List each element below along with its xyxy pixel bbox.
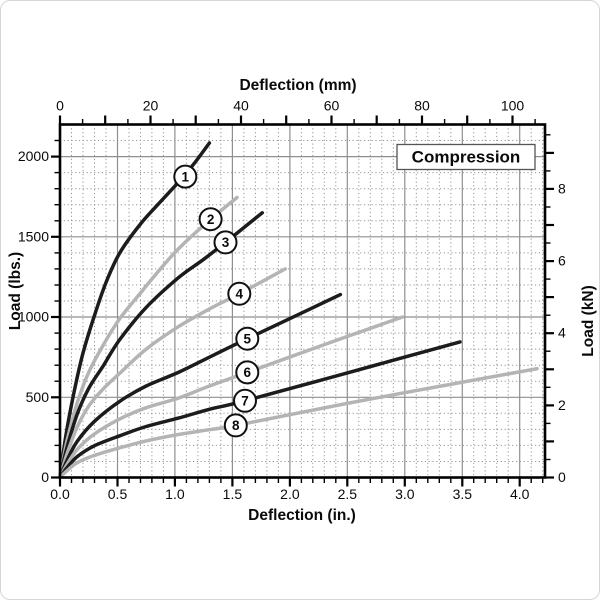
series-marker-number-1: 1 <box>182 169 190 184</box>
series-marker-circle-4 <box>227 281 252 306</box>
top-axis-title: Deflection (mm) <box>239 77 356 94</box>
top-axis-tick-label: 20 <box>143 98 159 114</box>
compression-badge-label: Compression <box>412 148 521 167</box>
series-marker-circle-6 <box>235 360 260 385</box>
top-axis-tick-label: 60 <box>324 98 340 114</box>
bottom-axis-title: Deflection (in.) <box>248 507 356 524</box>
series-marker-circle-3 <box>213 230 238 255</box>
right-axis-tick-label: 8 <box>558 180 566 196</box>
series-marker-circle-2 <box>198 207 223 232</box>
bottom-axis-tick-label: 3.0 <box>395 486 415 502</box>
left-axis-tick-label: 2000 <box>18 148 49 164</box>
right-axis-title: Load (kN) <box>580 285 597 356</box>
series-marker-circle-5 <box>235 326 260 351</box>
bottom-axis-tick-label: 0.5 <box>108 486 128 502</box>
axes-layer: 0.0 0.5 1.0 1.5 2.0 2.5 3.0 3.5 4.00 20 40 60 80 1000… <box>18 98 566 503</box>
series-curve-3 <box>58 211 265 480</box>
series-marker-circle-8 <box>223 413 248 438</box>
bottom-axis-tick-label: 1.5 <box>223 486 243 502</box>
compression-badge-box <box>396 143 536 171</box>
top-axis-tick-label: 100 <box>501 98 525 114</box>
bottom-axis-tick-label: 2.0 <box>280 486 300 502</box>
series-marker-number-2: 2 <box>207 212 215 227</box>
series-marker-number-7: 7 <box>241 394 249 409</box>
right-axis-tick-label: 4 <box>558 325 566 341</box>
series-curve-8 <box>58 366 539 480</box>
right-axis-tick-label: 6 <box>558 253 566 269</box>
left-axis-tick-label: 500 <box>26 389 50 405</box>
bottom-axis-tick-label: 4.0 <box>510 486 530 502</box>
left-axis-tick-label: 0 <box>41 469 49 485</box>
series-curve-5 <box>58 292 343 480</box>
series-curve-7 <box>58 340 462 480</box>
top-axis-tick-label: 80 <box>414 98 430 114</box>
bottom-axis-tick-label: 2.5 <box>338 486 358 502</box>
series-marker-number-8: 8 <box>232 418 240 433</box>
right-axis-tick-label: 0 <box>558 469 566 485</box>
series-marker-number-4: 4 <box>236 287 244 302</box>
bottom-axis-tick-label: 3.5 <box>453 486 473 502</box>
series-marker-number-5: 5 <box>244 332 252 347</box>
bottom-axis-tick-label: 1.0 <box>165 486 185 502</box>
series-marker-circle-7 <box>233 388 257 413</box>
series-curve-2 <box>58 195 239 480</box>
top-axis-tick-label: 40 <box>233 98 249 114</box>
top-axis-tick-label: 0 <box>56 98 64 114</box>
series-curve-1 <box>58 141 212 480</box>
curves-layer <box>58 141 539 480</box>
left-axis-tick-label: 1500 <box>18 228 49 244</box>
left-axis-title: Load (lbs.) <box>7 252 24 330</box>
bottom-axis-tick-label: 0.0 <box>50 486 70 502</box>
plot-border <box>58 123 547 479</box>
series-marker-number-3: 3 <box>222 235 230 250</box>
series-curve-6 <box>58 315 405 480</box>
series-curve-4 <box>58 267 288 480</box>
compression-badge: Compression <box>396 143 536 171</box>
right-axis-tick-label: 2 <box>558 397 566 413</box>
series-marker-circle-1 <box>173 164 198 189</box>
series-marker-number-6: 6 <box>244 365 252 380</box>
left-axis-tick-label: 1000 <box>18 309 49 325</box>
